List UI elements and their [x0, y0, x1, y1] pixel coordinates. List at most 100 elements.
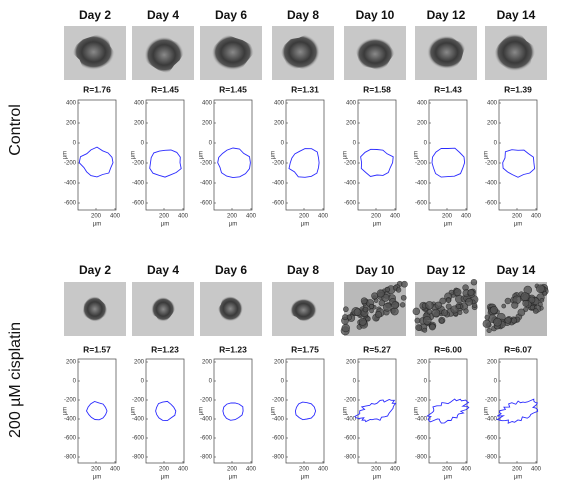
y-tick-label: -200 [344, 161, 357, 167]
y-tick-label: -600 [64, 201, 77, 207]
figure: ControlDay 2R=1.764002000-200-400-600200… [0, 0, 563, 495]
cell [505, 317, 511, 323]
y-tick-label: 200 [346, 121, 357, 127]
ratio: R=1.45 [151, 84, 179, 94]
cell [435, 302, 442, 309]
plot-frame [78, 359, 116, 463]
cell [505, 298, 511, 304]
day-title: Day 10 [356, 263, 395, 277]
cell [487, 328, 492, 333]
y-tick-label: -200 [272, 161, 285, 167]
cell [343, 307, 348, 312]
y-tick-label: -800 [64, 455, 77, 461]
outline [361, 149, 394, 176]
cell [511, 318, 516, 323]
outline [289, 149, 319, 178]
y-tick-label: 400 [134, 101, 145, 107]
cell [427, 309, 432, 314]
x-axis-label: µm [93, 475, 101, 481]
y-tick-label: -400 [200, 181, 213, 187]
y-tick-label: -800 [415, 455, 428, 461]
x-axis-label: µm [514, 475, 522, 481]
y-tick-label: 400 [66, 101, 77, 107]
y-tick-label: -600 [132, 436, 145, 442]
y-tick-label: 200 [134, 121, 145, 127]
cell [493, 318, 501, 326]
cell [415, 318, 420, 323]
plot-frame [214, 359, 252, 463]
x-tick-label: 400 [246, 214, 257, 220]
cell [385, 287, 390, 292]
cell [441, 310, 447, 316]
ratio: R=1.39 [504, 84, 532, 94]
cell [377, 290, 384, 297]
x-tick-label: 200 [91, 214, 102, 220]
y-tick-label: -400 [64, 181, 77, 187]
x-tick-label: 400 [390, 467, 401, 473]
y-tick-label: 0 [424, 141, 428, 147]
cell [392, 302, 399, 309]
y-tick-label: -800 [272, 455, 285, 461]
y-tick-label: 200 [274, 360, 285, 366]
x-tick-label: 200 [159, 214, 170, 220]
outline [503, 150, 535, 178]
x-axis-label: µm [161, 222, 169, 228]
x-tick-label: 400 [178, 214, 189, 220]
x-tick-label: 200 [512, 467, 523, 473]
cell [521, 292, 529, 300]
y-axis-label: µm [484, 407, 490, 415]
y-tick-label: -400 [344, 417, 357, 423]
y-tick-label: 200 [134, 360, 145, 366]
x-tick-label: 200 [299, 214, 310, 220]
cell [423, 328, 427, 332]
day-title: Day 8 [287, 263, 319, 277]
cell [518, 309, 525, 316]
cell [429, 324, 435, 330]
ratio: R=1.23 [151, 344, 179, 354]
plot-frame [146, 359, 184, 463]
y-tick-label: 0 [209, 141, 213, 147]
y-tick-label: -600 [415, 201, 428, 207]
y-tick-label: 400 [487, 101, 498, 107]
y-tick-label: -600 [200, 436, 213, 442]
cell [425, 301, 433, 309]
y-tick-label: -400 [272, 181, 285, 187]
y-tick-label: -400 [415, 417, 428, 423]
cell [540, 298, 544, 302]
x-tick-label: 200 [442, 214, 453, 220]
y-axis-label: µm [271, 151, 277, 159]
cell [342, 324, 350, 332]
x-axis-label: µm [161, 475, 169, 481]
y-tick-label: -400 [132, 417, 145, 423]
x-tick-label: 200 [442, 467, 453, 473]
cell [342, 314, 347, 319]
ratio: R=1.76 [83, 84, 111, 94]
y-tick-label: 0 [424, 379, 428, 385]
y-tick-label: 0 [141, 379, 145, 385]
ratio: R=1.75 [291, 344, 319, 354]
ratio: R=1.43 [434, 84, 462, 94]
ratio: R=6.00 [434, 344, 462, 354]
cell [401, 295, 406, 300]
outline [79, 147, 113, 177]
y-tick-label: 400 [202, 101, 213, 107]
cell [363, 307, 368, 312]
cell [458, 311, 462, 315]
y-tick-label: -200 [200, 398, 213, 404]
y-tick-label: -600 [64, 436, 77, 442]
y-axis-label: µm [131, 407, 137, 415]
plot-frame [286, 359, 324, 463]
x-tick-label: 200 [159, 467, 170, 473]
y-tick-label: -200 [64, 398, 77, 404]
cell [490, 306, 497, 313]
y-tick-label: -200 [64, 161, 77, 167]
cell [523, 300, 529, 306]
y-axis-label: µm [414, 151, 420, 159]
y-tick-label: 0 [141, 141, 145, 147]
cell [471, 279, 477, 285]
y-tick-label: 400 [417, 101, 428, 107]
cell [416, 325, 422, 331]
y-axis-label: µm [343, 407, 349, 415]
x-axis-label: µm [229, 475, 237, 481]
day-title: Day 12 [427, 8, 466, 22]
